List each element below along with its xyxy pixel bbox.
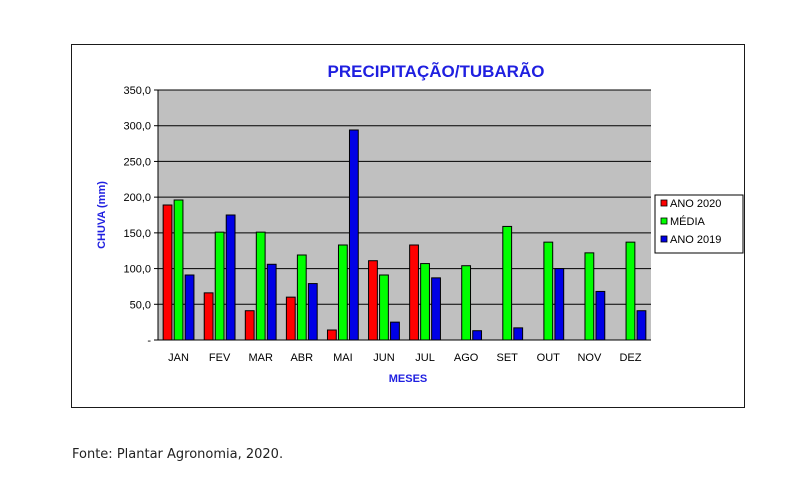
bar-dez-series-1	[625, 241, 636, 341]
bar-mar-series-1	[255, 231, 266, 341]
x-tick-label: SET	[497, 352, 519, 364]
bar-jan-series-1	[173, 199, 184, 341]
chart-frame: PRECIPITAÇÃO/TUBARÃO - 50,0 100,0 150,0 200,…	[71, 44, 745, 408]
bar-mai-series-1	[337, 244, 348, 341]
legend-label: ANO 2019	[670, 234, 721, 246]
x-tick-label: MAI	[333, 352, 353, 364]
y-tick-label: 300,0	[123, 121, 151, 133]
bar-mai-series-2	[348, 129, 359, 341]
bar-jul-series-2	[431, 277, 441, 341]
bar-out-series-2	[554, 268, 565, 341]
x-axis-title: MESES	[389, 373, 428, 385]
bar-jul-series-0	[409, 244, 419, 341]
x-tick-label: MAR	[248, 352, 272, 364]
bar-nov-series-2	[595, 290, 606, 341]
bar-mai-series-0	[326, 329, 337, 341]
bar-jul-series-1	[420, 263, 430, 341]
x-tick-label: JAN	[168, 352, 189, 364]
bar-set-series-1	[502, 225, 513, 341]
legend-swatch	[660, 217, 668, 225]
chart: PRECIPITAÇÃO/TUBARÃO - 50,0 100,0 150,0 200,…	[96, 61, 744, 385]
bar-abr-series-0	[285, 296, 296, 341]
y-tick-label: 250,0	[123, 156, 151, 168]
legend-label: MÉDIA	[670, 215, 706, 228]
grid-lines	[154, 89, 651, 341]
bar-mar-series-2	[266, 263, 277, 341]
x-tick-label: DEZ	[619, 352, 641, 364]
x-tick-label: OUT	[537, 352, 561, 364]
bar-jun-series-2	[390, 321, 400, 341]
x-tick-label: JUN	[373, 352, 394, 364]
bar-jun-series-1	[379, 274, 389, 341]
bar-abr-series-1	[296, 254, 307, 341]
bar-ago-series-2	[472, 330, 483, 341]
legend-label: ANO 2020	[670, 198, 721, 210]
x-tick-label: AGO	[454, 352, 479, 364]
legend: ANO 2020 MÉDIA ANO 2019	[654, 194, 744, 254]
bar-fev-series-1	[214, 231, 225, 341]
bar-jan-series-0	[162, 204, 173, 341]
bar-fev-series-0	[203, 292, 214, 341]
legend-box	[654, 194, 744, 254]
y-tick-label: 50,0	[130, 299, 151, 311]
legend-swatch	[660, 199, 668, 207]
bar-mar-series-0	[244, 310, 255, 341]
plot-area	[158, 90, 651, 340]
axes	[157, 90, 651, 341]
chart-title: PRECIPITAÇÃO/TUBARÃO	[328, 61, 545, 81]
x-tick-label: NOV	[577, 352, 602, 364]
y-tick-label: 150,0	[123, 228, 151, 240]
y-tick-label: 200,0	[123, 192, 151, 204]
bar-jan-series-2	[184, 274, 195, 341]
bar-fev-series-2	[225, 214, 236, 341]
bar-dez-series-2	[636, 310, 647, 341]
source-note: Fonte: Plantar Agronomia, 2020.	[72, 447, 284, 462]
legend-swatch	[660, 235, 668, 243]
y-tick-labels: - 50,0 100,0 150,0 200,0 250,0 300,0 350,0	[123, 85, 151, 347]
bar-ago-series-1	[461, 265, 472, 341]
bar-abr-series-2	[307, 283, 318, 341]
x-tick-label: FEV	[209, 352, 231, 364]
y-tick-label: -	[147, 335, 151, 347]
x-tick-label: JUL	[415, 352, 435, 364]
y-axis-title: CHUVA (mm)	[96, 181, 108, 249]
x-tick-labels: JAN FEV MAR ABR MAI JUN JUL AGO SET OUT NOV DEZ	[168, 352, 642, 364]
bar-nov-series-1	[584, 252, 595, 341]
legend-items: ANO 2020 MÉDIA ANO 2019	[660, 198, 721, 246]
bar-jun-series-0	[368, 260, 378, 341]
x-tick-label: ABR	[290, 352, 313, 364]
y-tick-label: 350,0	[123, 85, 151, 97]
y-tick-label: 100,0	[123, 264, 151, 276]
bar-out-series-1	[543, 241, 554, 341]
bar-set-series-2	[513, 327, 524, 341]
